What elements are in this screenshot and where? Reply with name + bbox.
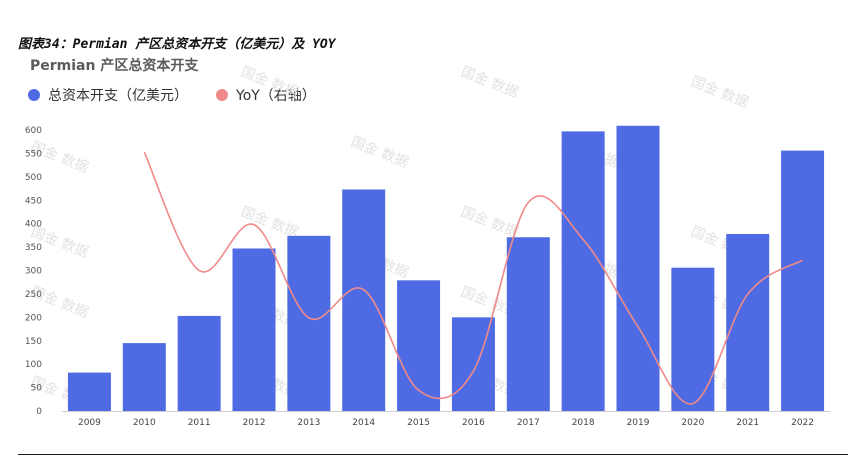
y-axis: 0 50 100 150 200 250 300 350 400 450 500 550 600 xyxy=(25,126,42,417)
y-tick-label: 0 xyxy=(36,407,42,417)
bar xyxy=(122,343,166,411)
x-tick-label: 2019 xyxy=(627,418,650,428)
bar-series xyxy=(67,125,825,411)
legend: 总资本开支（亿美元） YoY（右轴） xyxy=(28,85,316,105)
bar xyxy=(67,372,111,411)
yoy-line xyxy=(143,151,803,405)
bar xyxy=(616,125,660,411)
x-tick-label: 2012 xyxy=(243,418,266,428)
x-tick-label: 2021 xyxy=(736,418,759,428)
y-tick-label: 50 xyxy=(31,384,43,394)
legend-label-yoy: YoY（右轴） xyxy=(236,88,316,104)
bar xyxy=(287,235,331,411)
bar xyxy=(342,189,386,411)
watermark-text: 国金 数据 xyxy=(349,134,411,171)
bar xyxy=(177,315,221,411)
bar xyxy=(781,150,825,411)
bar xyxy=(561,131,605,411)
figure-caption: 图表34：Permian 产区总资本开支（亿美元）及 YOY xyxy=(18,37,336,52)
bar xyxy=(506,237,550,411)
x-tick-label: 2014 xyxy=(352,418,375,428)
x-axis: 2009 2010 2011 2012 2013 2014 2015 2016 2017 2018… xyxy=(62,411,830,428)
y-tick-label: 550 xyxy=(25,149,42,159)
y-tick-label: 200 xyxy=(25,313,42,323)
x-tick-label: 2017 xyxy=(517,418,540,428)
bar xyxy=(671,267,715,411)
x-tick-label: 2018 xyxy=(572,418,595,428)
watermark-text: 国金 数据 xyxy=(239,64,301,101)
watermark-text: 国金 数据 xyxy=(239,204,301,241)
watermark-text: 国金 数据 xyxy=(689,74,751,111)
bar xyxy=(397,280,441,411)
x-tick-label: 2022 xyxy=(791,418,814,428)
y-tick-label: 450 xyxy=(25,196,42,206)
x-tick-label: 2009 xyxy=(78,418,101,428)
watermark-text: 国金 数据 xyxy=(459,64,521,101)
footer-divider xyxy=(18,454,848,455)
y-tick-label: 100 xyxy=(25,360,42,370)
y-tick-label: 350 xyxy=(25,243,42,253)
x-tick-label: 2013 xyxy=(297,418,320,428)
chart-title: Permian 产区总资本开支 xyxy=(30,58,199,74)
y-tick-label: 250 xyxy=(25,290,42,300)
y-tick-label: 300 xyxy=(25,267,42,277)
legend-label-capex: 总资本开支（亿美元） xyxy=(48,88,188,104)
bar xyxy=(232,248,276,411)
x-tick-label: 2020 xyxy=(681,418,704,428)
x-tick-label: 2015 xyxy=(407,418,430,428)
watermark-text: 国金 数据 xyxy=(459,204,521,241)
x-tick-label: 2010 xyxy=(133,418,156,428)
yoy-line-series xyxy=(143,151,803,405)
y-tick-label: 600 xyxy=(25,126,42,136)
legend-line-marker xyxy=(216,89,228,101)
legend-item-yoy: YoY（右轴） xyxy=(216,85,316,105)
legend-item-capex: 总资本开支（亿美元） xyxy=(28,85,188,105)
y-tick-label: 500 xyxy=(25,173,42,183)
y-tick-label: 150 xyxy=(25,337,42,347)
x-tick-label: 2011 xyxy=(188,418,211,428)
y-tick-label: 400 xyxy=(25,220,42,230)
legend-bar-marker xyxy=(28,89,40,101)
x-tick-label: 2016 xyxy=(462,418,485,428)
